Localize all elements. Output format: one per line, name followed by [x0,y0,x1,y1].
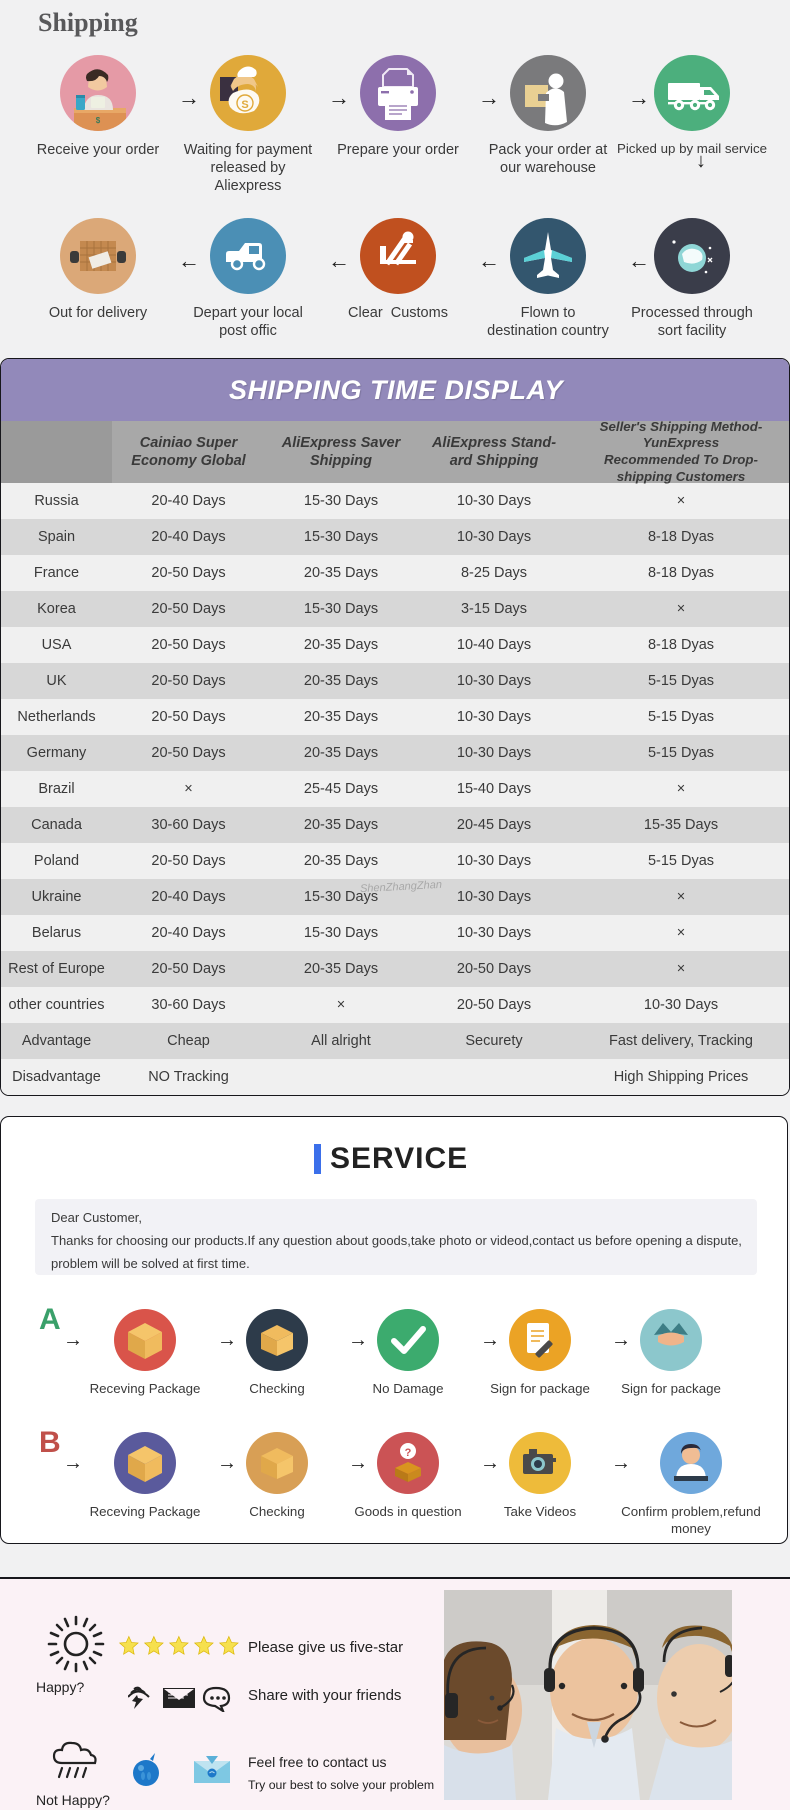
svg-text:$: $ [96,116,101,125]
svg-text:S: S [241,99,248,111]
svg-text:?: ? [405,1447,412,1459]
